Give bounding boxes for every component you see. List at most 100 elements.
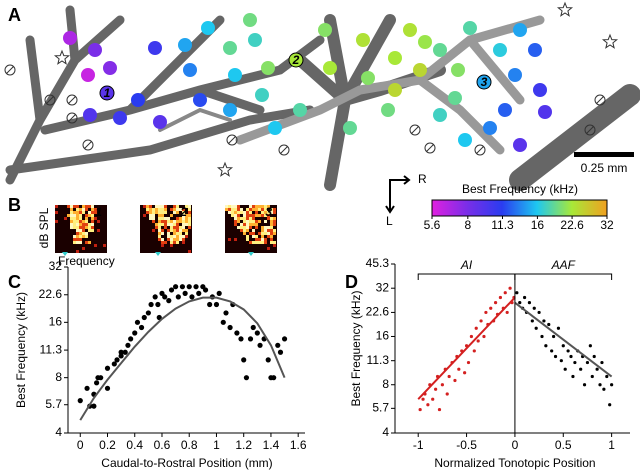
- heatmap-cell: [237, 226, 240, 229]
- tuning-label: 3: [265, 205, 272, 219]
- heatmap-cell: [76, 208, 79, 211]
- heatmap-cell: [264, 220, 267, 223]
- heatmap-cell: [252, 241, 255, 244]
- heatmap-cell: [91, 226, 94, 229]
- heatmap-cell: [73, 226, 76, 229]
- silent-mark: [46, 96, 54, 104]
- heatmap-cell: [225, 205, 228, 208]
- region-label: AAF: [551, 258, 576, 272]
- data-point: [122, 349, 128, 355]
- data-point: [571, 374, 575, 379]
- heatmap-cell: [240, 208, 243, 211]
- heatmap-cell: [182, 238, 185, 241]
- heatmap-cell: [231, 205, 234, 208]
- heatmap-cell: [158, 208, 161, 211]
- silent-site: [584, 124, 596, 136]
- heatmap-cell: [179, 217, 182, 220]
- heatmap-cell: [258, 214, 261, 217]
- heatmap-cell: [70, 217, 73, 220]
- heatmap-cell: [103, 244, 106, 247]
- heatmap-cell: [70, 205, 73, 208]
- heatmap-cell: [264, 226, 267, 229]
- heatmap-cell: [167, 223, 170, 226]
- heatmap-cell: [261, 211, 264, 214]
- heatmap-cell: [173, 241, 176, 244]
- heatmap-cell: [185, 205, 188, 208]
- heatmap-cell: [161, 208, 164, 211]
- heatmap-cell: [82, 220, 85, 223]
- heatmap-cell: [152, 220, 155, 223]
- heatmap-cell: [258, 238, 261, 241]
- data-point: [186, 284, 192, 290]
- recording-site: [83, 108, 97, 122]
- heatmap-cell: [252, 205, 255, 208]
- heatmap-cell: [243, 220, 246, 223]
- heatmap-cell: [167, 217, 170, 220]
- data-point: [196, 290, 202, 296]
- heatmap-cell: [70, 214, 73, 217]
- recording-site: [388, 51, 402, 65]
- data-point: [585, 360, 590, 365]
- heatmap-cell: [73, 217, 76, 220]
- data-point: [440, 383, 444, 387]
- heatmap-cell: [249, 232, 252, 235]
- compass-label: L: [386, 214, 393, 228]
- heatmap-cell: [82, 211, 85, 214]
- heatmap-cell: [73, 238, 76, 241]
- heatmap-cell: [88, 205, 91, 208]
- recording-site: [418, 35, 432, 49]
- heatmap-cell: [234, 211, 237, 214]
- heatmap-cell: [182, 229, 185, 232]
- data-point: [104, 365, 111, 371]
- recording-site: [463, 21, 477, 35]
- data-point: [271, 375, 277, 381]
- heatmap-cell: [255, 220, 258, 223]
- heatmap-cell: [161, 223, 164, 226]
- cf-marker: [248, 252, 254, 256]
- heatmap-cell: [240, 211, 243, 214]
- heatmap-cell: [228, 238, 231, 241]
- silent-site: [44, 94, 56, 106]
- data-point: [588, 344, 592, 348]
- heatmap-cell: [79, 229, 82, 232]
- data-point: [216, 290, 222, 296]
- heatmap-cell: [158, 235, 161, 238]
- panel-label: A: [8, 5, 21, 25]
- heatmap-cell: [170, 244, 173, 247]
- heatmap-cell: [161, 205, 164, 208]
- heatmap-cell: [85, 232, 88, 235]
- data-point: [610, 383, 614, 387]
- heatmap-cell: [79, 220, 82, 223]
- heatmap-cell: [88, 226, 91, 229]
- heatmap-cell: [67, 205, 70, 208]
- heatmap-cell: [273, 217, 276, 220]
- heatmap-cell: [228, 211, 231, 214]
- heatmap-cell: [79, 238, 82, 241]
- silent-mark: [426, 144, 434, 152]
- data-point: [77, 398, 83, 404]
- panel-label: D: [345, 272, 358, 292]
- heatmap-cell: [246, 235, 249, 238]
- heatmap-cell: [76, 232, 79, 235]
- heatmap-cell: [188, 205, 191, 208]
- heatmap-cell: [76, 205, 79, 208]
- heatmap-cell: [237, 211, 240, 214]
- heatmap-cell: [246, 214, 249, 217]
- heatmap-cell: [161, 214, 164, 217]
- heatmap-cell: [249, 208, 252, 211]
- heatmap-cell: [161, 232, 164, 235]
- recording-site: [178, 38, 192, 52]
- heatmap-cell: [176, 241, 179, 244]
- heatmap-cell: [161, 220, 164, 223]
- data-point: [94, 380, 100, 386]
- data-point: [605, 374, 609, 379]
- heatmap-cell: [164, 211, 167, 214]
- data-point: [518, 301, 522, 305]
- recording-site: [458, 133, 472, 147]
- x-tick-label: 1: [213, 438, 220, 452]
- heatmap-cell: [170, 238, 173, 241]
- heatmap-cell: [79, 211, 82, 214]
- recording-site: [433, 43, 447, 57]
- heatmap-cell: [267, 214, 270, 217]
- data-point: [265, 357, 271, 363]
